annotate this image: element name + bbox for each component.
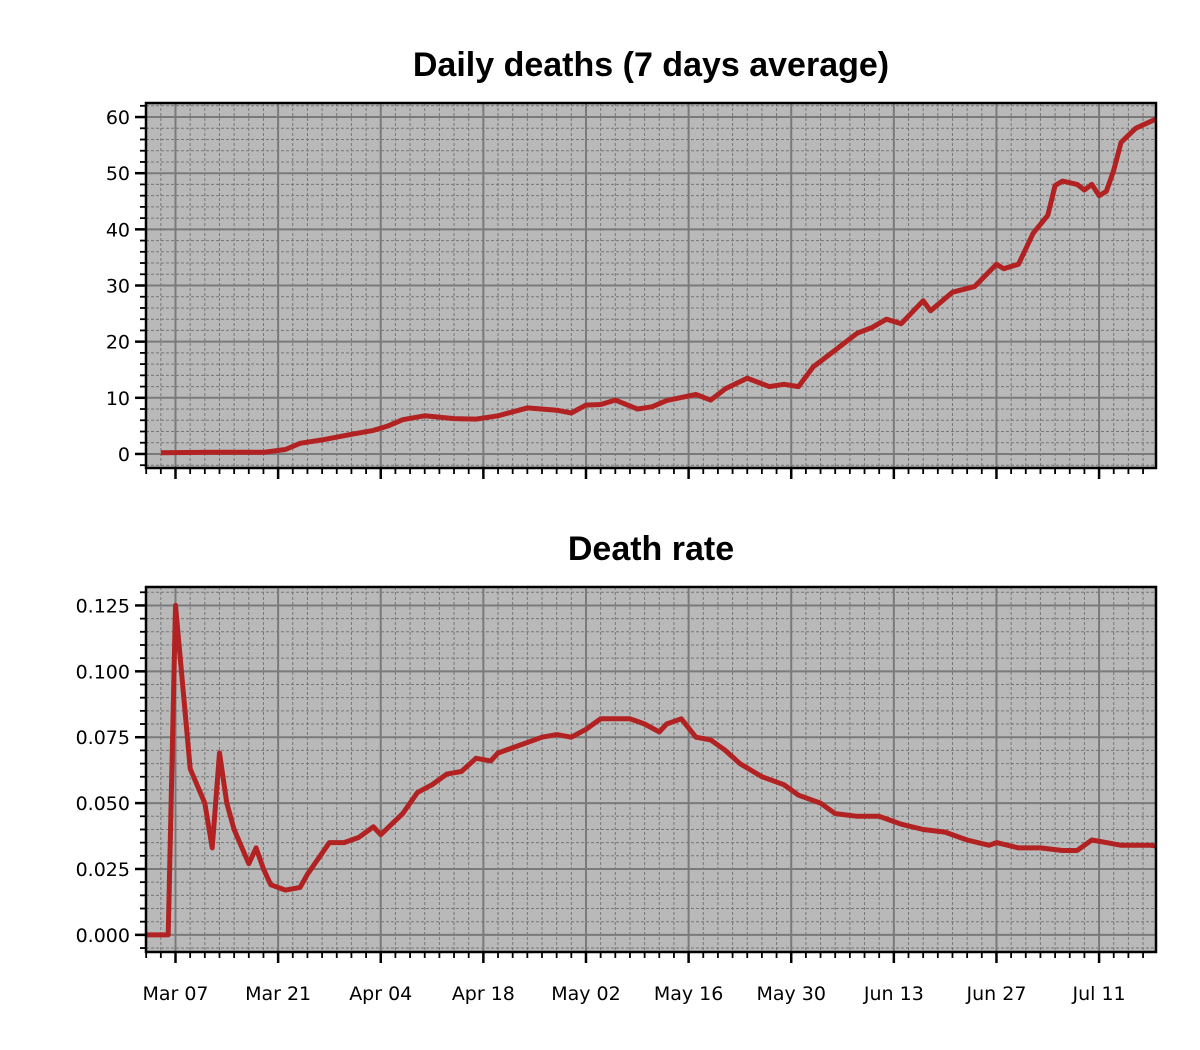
series-line [146,602,1156,938]
y-tick-label: 40 [106,219,130,241]
x-tick-label: Apr 18 [452,983,515,1005]
y-tick-label: 10 [106,388,130,410]
y-tick-label: 0.000 [76,925,130,947]
grid [146,103,1156,468]
y-tick-label: 0.100 [76,661,130,683]
x-tick-label: Apr 04 [349,983,412,1005]
series-line [160,116,1156,456]
x-tick-label: Jun 27 [966,983,1027,1005]
x-tick-label: Mar 07 [142,983,208,1005]
y-tick-label: 30 [106,276,130,298]
x-tick-label: May 30 [756,983,826,1005]
y-tick-label: 0.050 [76,793,130,815]
x-tick-label: Jul 11 [1072,983,1126,1005]
x-tick-label: May 16 [654,983,724,1005]
chart-title: Death rate [568,530,734,568]
x-tick-label: Jun 13 [863,983,924,1005]
plot-background [146,587,1156,952]
y-tick-label: 0.075 [76,727,130,749]
y-tick-label: 50 [106,163,130,185]
death-rate-panel: 0.000 0.025 0.050 0.075 0.100 0.125 Mar 07 Mar … [76,530,1158,1005]
y-tick-label: 0 [118,444,130,466]
y-tick-label: 20 [106,332,130,354]
grid [146,587,1156,952]
x-tick-label: Mar 21 [245,983,311,1005]
daily-deaths-panel: 0 10 20 30 40 50 60 Daily deaths (7 days averag… [106,46,1158,479]
x-tick-label: May 02 [551,983,621,1005]
chart-title: Daily deaths (7 days average) [413,46,889,84]
y-tick-label: 60 [106,107,130,129]
y-tick-label: 0.025 [76,859,130,881]
axes-frame [144,585,1158,954]
y-tick-label: 0.125 [76,595,130,617]
